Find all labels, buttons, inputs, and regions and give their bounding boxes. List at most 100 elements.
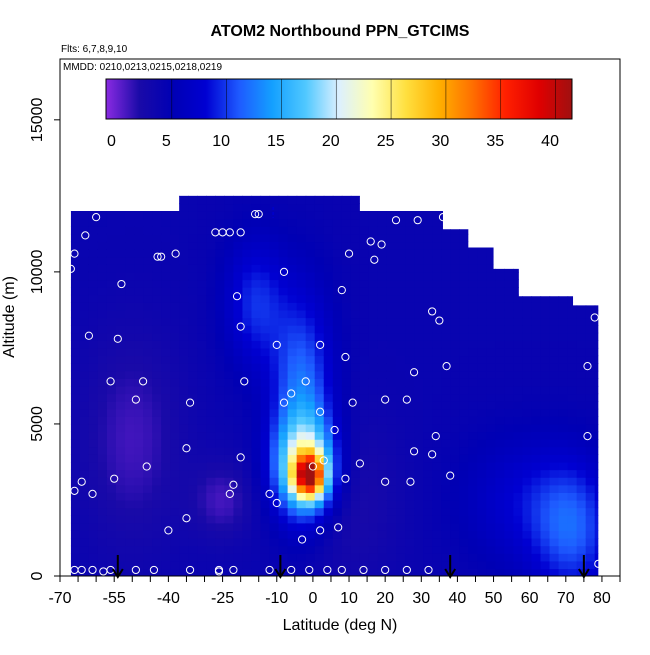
heatmap-cell bbox=[116, 325, 126, 334]
heatmap-cell bbox=[576, 378, 587, 387]
heatmap-cell bbox=[368, 241, 379, 250]
heatmap-cell bbox=[170, 279, 180, 288]
heatmap-cell bbox=[161, 499, 171, 509]
heatmap-cell bbox=[522, 560, 533, 569]
heatmap-cell bbox=[386, 461, 397, 471]
heatmap-cell bbox=[287, 477, 298, 486]
heatmap-cell bbox=[531, 195, 542, 205]
heatmap-cell bbox=[350, 477, 361, 486]
heatmap-cell bbox=[70, 537, 81, 547]
heatmap-cell bbox=[332, 461, 343, 471]
heatmap-cell bbox=[296, 332, 307, 341]
heatmap-cell bbox=[441, 340, 451, 349]
heatmap-cell bbox=[134, 492, 144, 501]
heatmap-cell bbox=[278, 249, 289, 258]
heatmap-cell bbox=[251, 492, 262, 501]
heatmap-cell bbox=[432, 355, 442, 364]
heatmap-cell bbox=[341, 241, 352, 250]
heatmap-cell bbox=[170, 553, 180, 562]
heatmap-cell bbox=[368, 302, 379, 311]
heatmap-cell bbox=[540, 446, 551, 455]
heatmap-cell bbox=[116, 211, 126, 220]
heatmap-cell bbox=[106, 461, 117, 471]
heatmap-cell bbox=[594, 279, 599, 288]
heatmap-cell bbox=[513, 317, 524, 326]
heatmap-cell bbox=[441, 271, 451, 281]
heatmap-cell bbox=[278, 454, 289, 463]
heatmap-cell bbox=[215, 195, 225, 197]
heatmap-cell bbox=[594, 401, 599, 410]
heatmap-cell bbox=[143, 530, 153, 539]
heatmap-cell bbox=[70, 309, 81, 319]
heatmap-cell bbox=[441, 363, 451, 372]
heatmap-cell bbox=[576, 446, 587, 455]
heatmap-cell bbox=[414, 271, 424, 281]
heatmap-cell bbox=[504, 195, 515, 197]
heatmap-cell bbox=[332, 507, 343, 516]
heatmap-cell bbox=[386, 553, 397, 562]
heatmap-cell bbox=[386, 271, 397, 281]
heatmap-cell bbox=[540, 492, 551, 501]
heatmap-cell bbox=[585, 477, 596, 486]
heatmap-cell bbox=[558, 264, 569, 273]
heatmap-cell bbox=[278, 537, 289, 547]
heatmap-cell bbox=[396, 271, 406, 281]
heatmap-cell bbox=[305, 454, 316, 463]
heatmap-cell bbox=[495, 317, 505, 326]
heatmap-cell bbox=[359, 492, 370, 501]
heatmap-cell bbox=[197, 287, 207, 296]
heatmap-cell bbox=[540, 423, 551, 433]
heatmap-cell bbox=[549, 439, 560, 448]
heatmap-cell bbox=[368, 195, 379, 205]
heatmap-cell bbox=[468, 233, 478, 243]
heatmap-cell bbox=[414, 332, 424, 341]
heatmap-cell bbox=[125, 233, 135, 243]
heatmap-cell bbox=[486, 545, 496, 554]
heatmap-cell bbox=[405, 378, 415, 387]
heatmap-cell bbox=[323, 325, 334, 334]
heatmap-cell bbox=[332, 416, 343, 425]
heatmap-cell bbox=[242, 363, 253, 372]
heatmap-cell bbox=[242, 461, 253, 471]
heatmap-cell bbox=[495, 401, 505, 410]
heatmap-cell bbox=[386, 317, 397, 326]
heatmap-cell bbox=[386, 469, 397, 478]
heatmap-cell bbox=[125, 340, 135, 349]
heatmap-cell bbox=[251, 378, 262, 387]
sample-point bbox=[370, 255, 379, 264]
heatmap-cell bbox=[549, 271, 560, 281]
heatmap-cell bbox=[305, 560, 316, 569]
heatmap-cell bbox=[558, 211, 569, 220]
heatmap-cell bbox=[314, 553, 325, 562]
heatmap-cell bbox=[549, 287, 560, 296]
heatmap-cell bbox=[441, 469, 451, 478]
sample-point bbox=[381, 477, 390, 486]
heatmap-cell bbox=[215, 469, 225, 478]
heatmap-cell bbox=[314, 484, 325, 493]
sample-point bbox=[265, 489, 274, 498]
heatmap-cell bbox=[585, 553, 596, 562]
heatmap-cell bbox=[486, 423, 496, 433]
heatmap-cell bbox=[423, 203, 433, 212]
heatmap-cell bbox=[170, 408, 180, 417]
heatmap-cell bbox=[585, 264, 596, 273]
heatmap-cell bbox=[368, 226, 379, 235]
heatmap-cell bbox=[441, 477, 451, 486]
heatmap-cell bbox=[531, 515, 542, 524]
heatmap-cell bbox=[143, 302, 153, 311]
heatmap-cell bbox=[594, 439, 599, 448]
heatmap-cell bbox=[540, 211, 551, 220]
heatmap-cell bbox=[134, 355, 144, 364]
heatmap-cell bbox=[70, 401, 81, 410]
heatmap-cell bbox=[486, 363, 496, 372]
sample-point bbox=[590, 313, 599, 322]
heatmap-cell bbox=[161, 477, 171, 486]
heatmap-cell bbox=[233, 271, 244, 281]
heatmap-cell bbox=[224, 537, 235, 547]
heatmap-cell bbox=[143, 309, 153, 319]
heatmap-cell bbox=[125, 241, 135, 250]
heatmap-cell bbox=[332, 446, 343, 455]
x-tick-label: 10 bbox=[340, 590, 358, 607]
heatmap-cell bbox=[441, 393, 451, 402]
heatmap-cell bbox=[567, 408, 578, 417]
